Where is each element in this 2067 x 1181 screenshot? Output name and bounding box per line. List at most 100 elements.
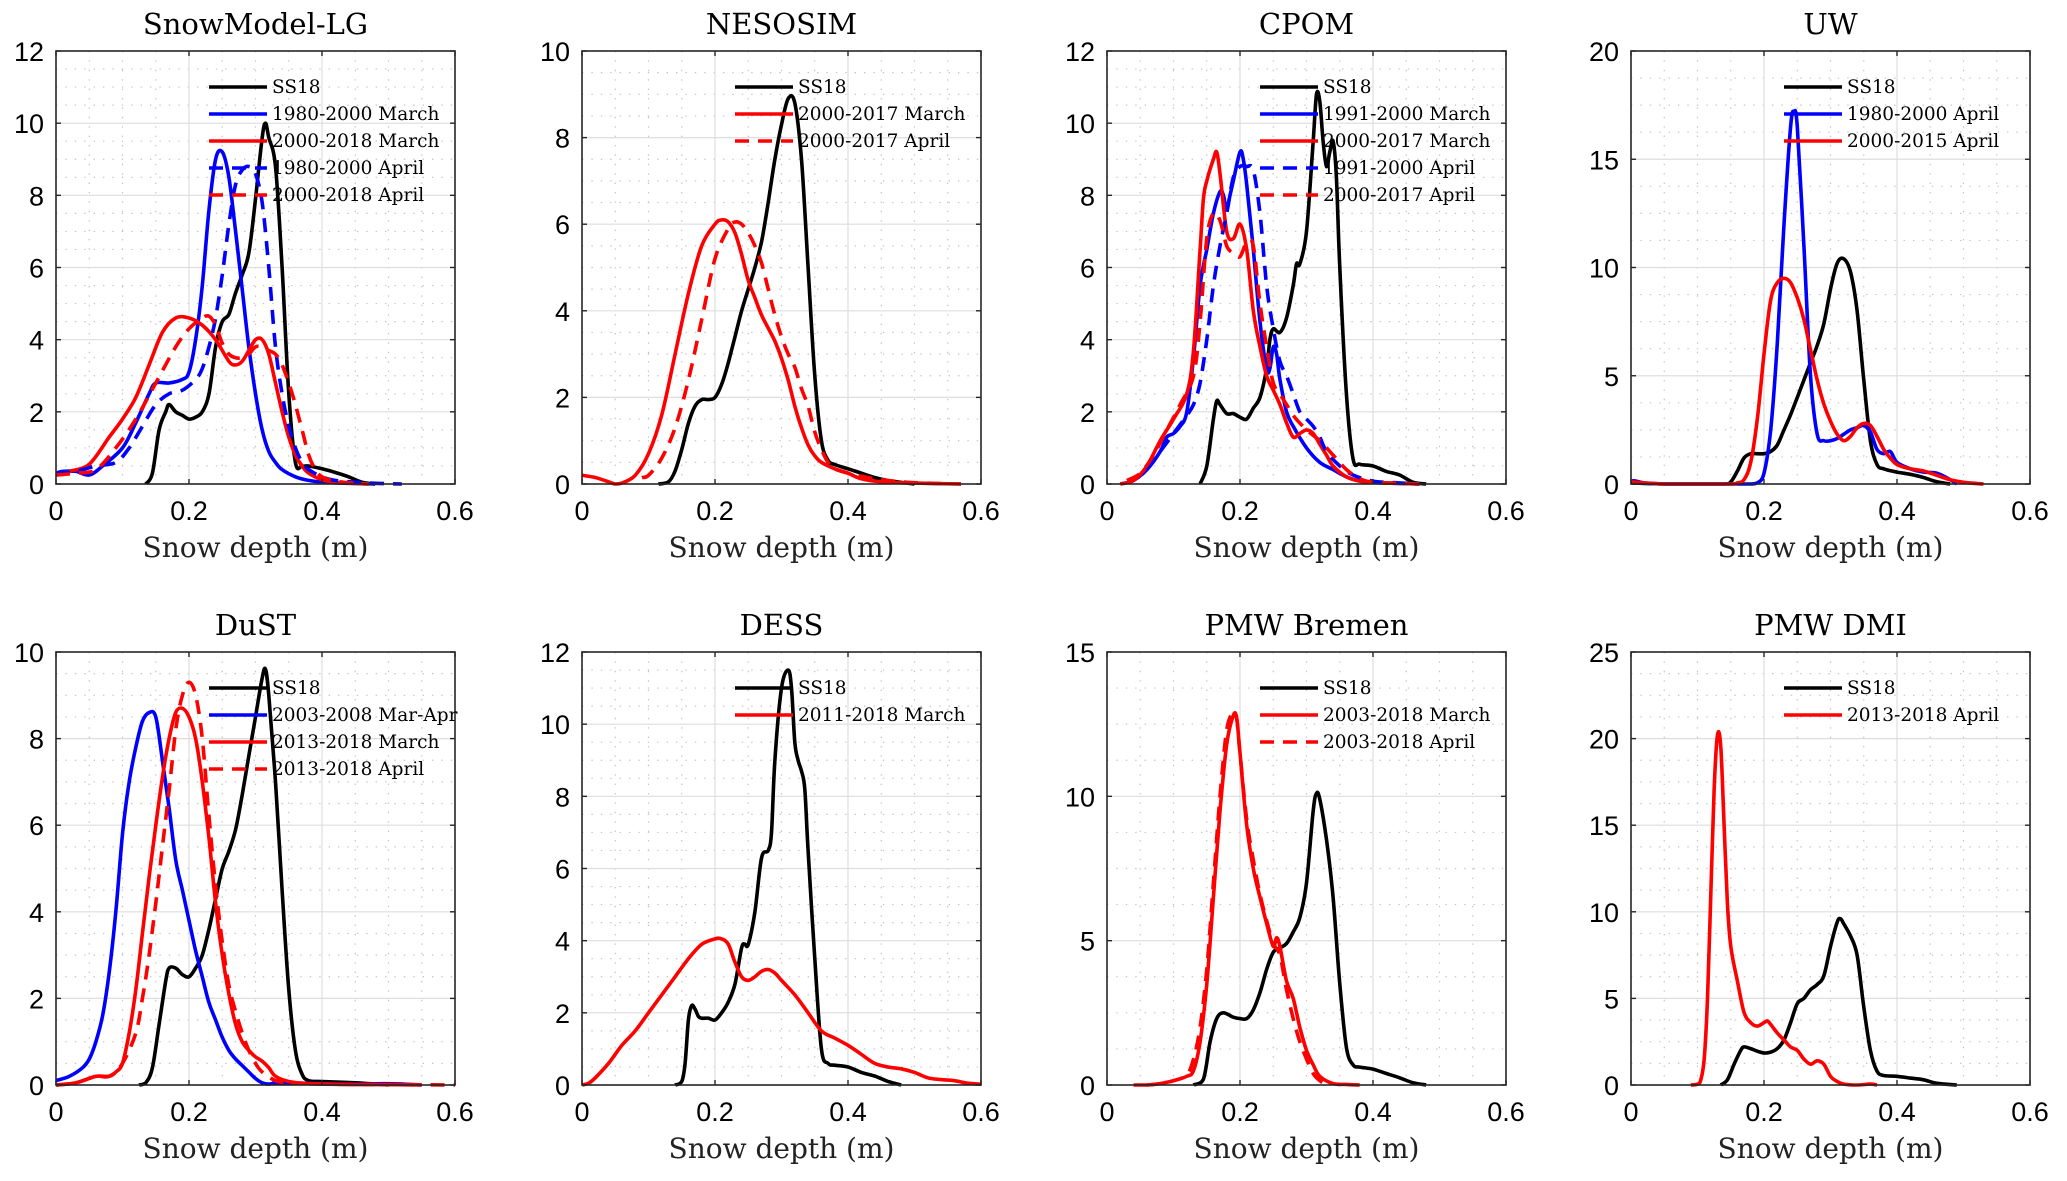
series-line-2003-2008-mar-apr <box>56 709 422 1087</box>
y-tick-label: 2 <box>555 383 570 413</box>
curves <box>582 93 962 486</box>
subplot-title: SnowModel-LG <box>143 7 368 41</box>
x-tick-label: 0 <box>1623 1097 1638 1127</box>
x-tick-label: 0.4 <box>1354 1097 1392 1127</box>
x-tick-label: 0.2 <box>170 496 208 526</box>
subplot-title: DuST <box>215 608 297 642</box>
x-tick-label: 0.4 <box>1354 496 1392 526</box>
legend-label: SS18 <box>1323 678 1372 699</box>
legend-label: 2003-2008 Mar-Apr <box>272 705 458 726</box>
series-line-ss18 <box>1198 89 1427 486</box>
y-tick-label: 20 <box>1589 725 1619 755</box>
series-line-1980-2000-march <box>56 148 376 486</box>
x-tick-label: 0.6 <box>1487 1097 1525 1127</box>
legend-label: 2011-2018 March <box>798 705 965 726</box>
axes-box <box>1106 651 1507 1086</box>
legend-label: SS18 <box>272 77 321 98</box>
x-tick-label: 0.4 <box>829 1097 867 1127</box>
y-tick-label: 4 <box>29 898 44 928</box>
x-tick-label: 0.6 <box>2011 1097 2049 1127</box>
y-tick-label: 8 <box>29 725 44 755</box>
series-line-ss18 <box>1192 790 1427 1087</box>
y-tick-label: 10 <box>540 37 570 67</box>
subplot-nesosim: 0 0.2 0.4 0.6 0 2 4 6 8 10 NESOSIM Snow depth (m) SS… <box>540 7 1000 564</box>
series-line-2003-2018-april <box>1146 709 1328 1087</box>
y-tick-label: 6 <box>29 811 44 841</box>
x-tick-label: 0 <box>1099 496 1114 526</box>
legend-label: SS18 <box>798 77 847 98</box>
curves <box>56 121 402 486</box>
subplot-dess: 0 0.2 0.4 0.6 0 2 4 6 8 10 12 DESS Snow depth (m) SS1… <box>540 608 1000 1165</box>
legend-label: 2000-2017 April <box>798 131 950 152</box>
x-axis-label: Snow depth (m) <box>1194 1132 1420 1165</box>
subplot-cpom: 0 0.2 0.4 0.6 0 2 4 6 8 10 12 CPOM Snow depth (m) SS1… <box>1065 7 1525 564</box>
y-tick-label: 15 <box>1589 811 1619 841</box>
x-tick-label: 0.4 <box>829 496 867 526</box>
y-tick-label: 10 <box>1065 782 1095 812</box>
curves <box>1690 730 1957 1087</box>
x-tick-label: 0.2 <box>696 496 734 526</box>
x-axis-label: Snow depth (m) <box>669 531 895 564</box>
subplot-dust: 0 0.2 0.4 0.6 0 2 4 6 8 10 DuST Snow depth (m) SS18 2… <box>14 608 474 1165</box>
legend: SS18 2000-2017 March 2000-2017 April <box>735 77 965 152</box>
x-tick-label: 0 <box>574 496 589 526</box>
series-line-1980-2000-april <box>56 164 402 486</box>
major-grid <box>1107 51 1506 484</box>
series-line-2000-2017-april <box>1126 210 1420 486</box>
y-tick-label: 6 <box>555 210 570 240</box>
y-tick-label: 5 <box>1080 927 1095 957</box>
y-tick-label: 10 <box>1065 109 1095 139</box>
y-tick-label: 25 <box>1589 638 1619 668</box>
legend-label: SS18 <box>272 678 321 699</box>
axes-box <box>581 50 982 485</box>
major-grid <box>1107 652 1506 1085</box>
legend-label: SS18 <box>1847 678 1896 699</box>
series-line-2000-2015-april <box>1631 276 1984 486</box>
x-tick-label: 0.2 <box>1221 1097 1259 1127</box>
legend-label: SS18 <box>1323 77 1372 98</box>
x-tick-label: 0.2 <box>1221 496 1259 526</box>
subplot-pmw-bremen: 0 0.2 0.4 0.6 0 5 10 15 PMW Bremen Snow depth (m)… <box>1065 608 1525 1165</box>
x-tick-label: 0.2 <box>696 1097 734 1127</box>
legend-label: 2000-2018 April <box>272 185 424 206</box>
x-axis-label: Snow depth (m) <box>1718 1132 1944 1165</box>
y-tick-label: 0 <box>29 1071 44 1101</box>
major-grid <box>1631 51 2030 484</box>
subplot-title: DESS <box>740 608 824 642</box>
legend-label: 2013-2018 March <box>272 732 439 753</box>
x-tick-label: 0 <box>1623 496 1638 526</box>
series-line-ss18 <box>658 93 915 486</box>
subplot-uw: 0 0.2 0.4 0.6 0 5 10 15 20 UW Snow depth (m) SS18 19… <box>1589 7 2049 564</box>
major-grid <box>1631 652 2030 1085</box>
y-tick-label: 12 <box>1065 37 1095 67</box>
y-tick-label: 5 <box>1604 362 1619 392</box>
y-tick-label: 2 <box>555 999 570 1029</box>
x-axis-label: Snow depth (m) <box>1718 531 1944 564</box>
axes-box <box>1630 651 2031 1086</box>
y-tick-label: 4 <box>555 927 570 957</box>
legend: SS18 2003-2008 Mar-Apr 2013-2018 March 2013… <box>209 678 458 780</box>
minor-grid <box>1107 652 1506 1085</box>
legend-label: SS18 <box>1847 77 1896 98</box>
legend: SS18 2013-2018 April <box>1784 678 1999 726</box>
subplot-title: PMW DMI <box>1754 608 1907 642</box>
series-line-2011-2018-march <box>582 936 982 1087</box>
y-tick-label: 8 <box>29 181 44 211</box>
legend: SS18 2011-2018 March <box>735 678 965 726</box>
curves <box>1119 89 1427 486</box>
legend: SS18 2003-2018 March 2003-2018 April <box>1260 678 1490 753</box>
x-tick-label: 0 <box>1099 1097 1114 1127</box>
y-tick-label: 6 <box>1080 254 1095 284</box>
legend: SS18 1991-2000 March 2000-2017 March 1991-2… <box>1260 77 1490 206</box>
y-tick-label: 0 <box>1604 470 1619 500</box>
y-tick-label: 8 <box>555 782 570 812</box>
x-tick-label: 0 <box>48 1097 63 1127</box>
series-line-1980-2000-april <box>1631 108 1958 486</box>
major-grid <box>56 652 455 1085</box>
y-tick-label: 0 <box>1080 470 1095 500</box>
y-tick-label: 6 <box>555 855 570 885</box>
y-tick-label: 6 <box>29 254 44 284</box>
series-line-ss18 <box>138 666 389 1087</box>
y-tick-label: 0 <box>555 470 570 500</box>
